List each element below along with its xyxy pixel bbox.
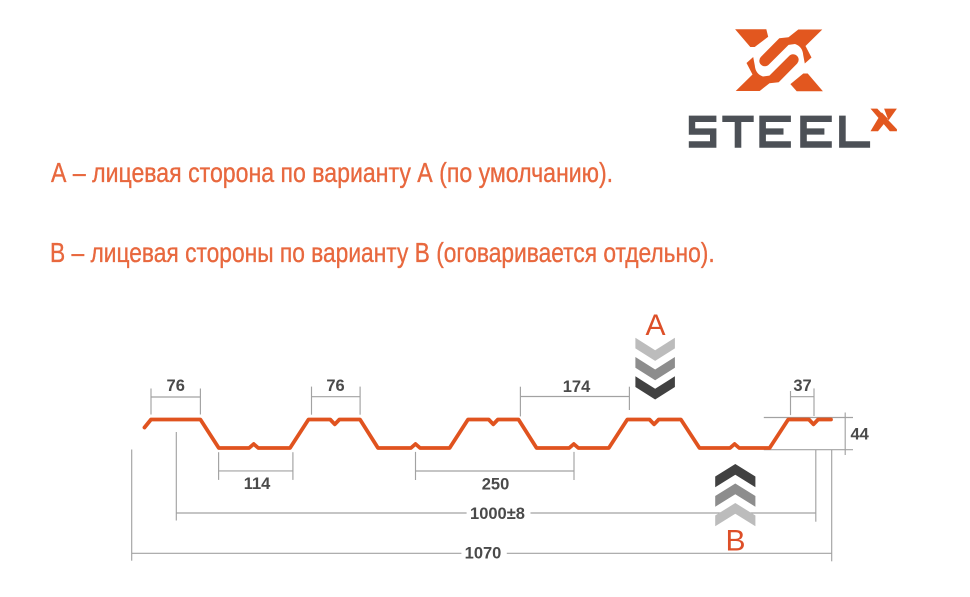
- svg-text:37: 37: [793, 377, 811, 395]
- svg-text:76: 76: [167, 377, 185, 395]
- svg-text:114: 114: [244, 475, 271, 493]
- svg-text:B: B: [725, 525, 745, 558]
- svg-text:250: 250: [482, 476, 510, 494]
- svg-text:44: 44: [851, 425, 870, 443]
- svg-text:174: 174: [563, 378, 591, 396]
- svg-text:76: 76: [326, 377, 344, 395]
- svg-text:1000±8: 1000±8: [470, 505, 525, 523]
- svg-text:1070: 1070: [465, 545, 502, 563]
- svg-text:A: A: [645, 309, 665, 342]
